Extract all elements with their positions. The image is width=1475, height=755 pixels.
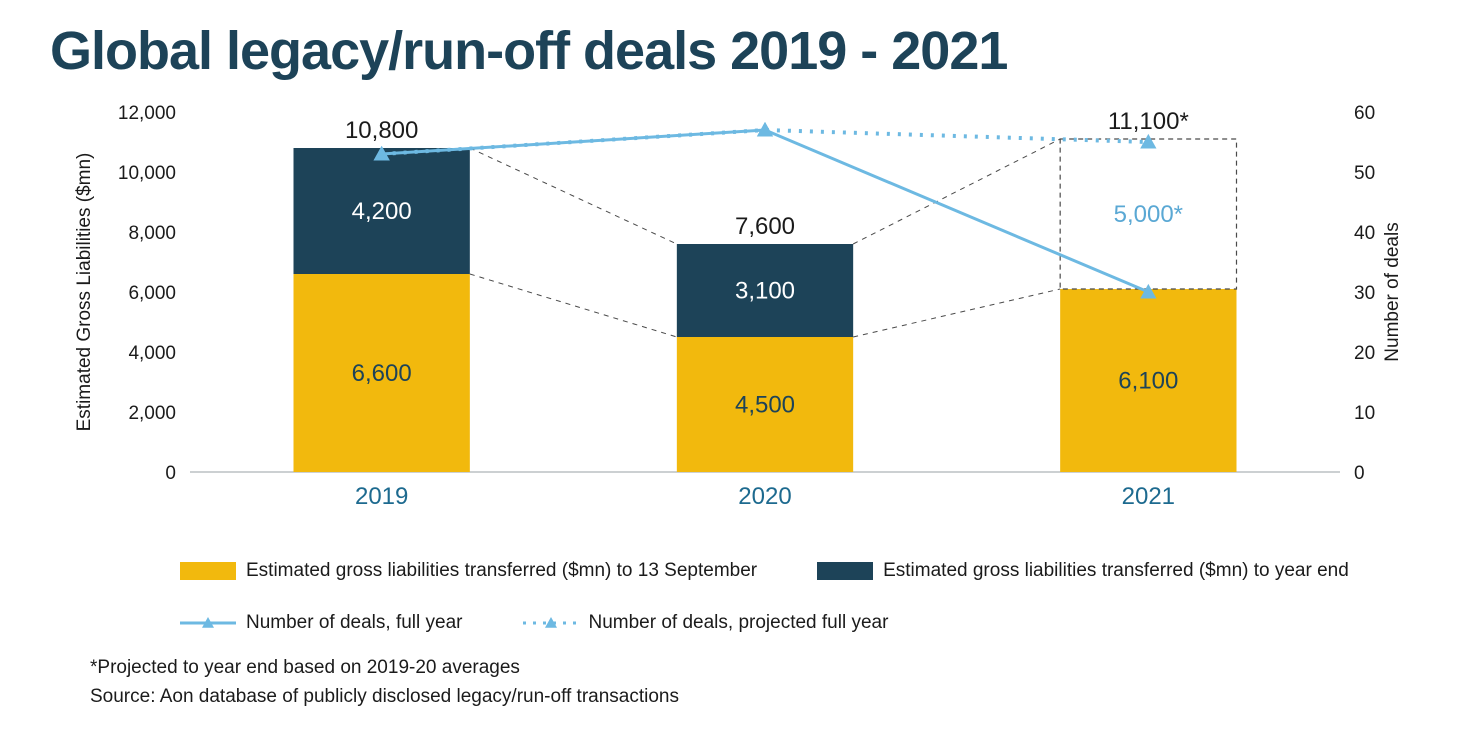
svg-text:2021: 2021 — [1122, 483, 1175, 510]
svg-text:10,800: 10,800 — [345, 117, 418, 144]
svg-text:10,000: 10,000 — [118, 163, 176, 184]
svg-text:2019: 2019 — [355, 483, 408, 510]
footnote-projection: *Projected to year end based on 2019-20 … — [90, 654, 1425, 683]
svg-text:6,100: 6,100 — [1118, 368, 1178, 395]
legend-swatch-d — [523, 616, 579, 630]
svg-text:6,600: 6,600 — [352, 360, 412, 387]
legend-label-c: Number of deals, full year — [246, 612, 463, 634]
legend-label-a: Estimated gross liabilities transferred … — [246, 560, 757, 582]
svg-text:6,000: 6,000 — [128, 283, 176, 304]
chart-region: 0 2,000 4,000 6,000 8,000 10,000 12,000 Estimat… — [60, 92, 1410, 552]
svg-text:30: 30 — [1354, 283, 1375, 304]
svg-text:5,000*: 5,000* — [1114, 201, 1183, 228]
svg-text:50: 50 — [1354, 163, 1375, 184]
footnotes: *Projected to year end based on 2019-20 … — [90, 654, 1425, 711]
svg-text:60: 60 — [1354, 103, 1375, 124]
svg-text:8,000: 8,000 — [128, 223, 176, 244]
legend-item-c: Number of deals, full year — [180, 612, 463, 634]
svg-text:0: 0 — [165, 463, 176, 484]
svg-text:40: 40 — [1354, 223, 1375, 244]
legend-item-a: Estimated gross liabilities transferred … — [180, 560, 757, 582]
svg-text:4,000: 4,000 — [128, 343, 176, 364]
legend-swatch-b — [817, 562, 873, 580]
svg-text:11,100*: 11,100* — [1108, 108, 1189, 135]
svg-text:7,600: 7,600 — [735, 213, 795, 240]
legend-swatch-a — [180, 562, 236, 580]
legend-item-d: Number of deals, projected full year — [523, 612, 889, 634]
legend-label-b: Estimated gross liabilities transferred … — [883, 560, 1349, 582]
chart-title: Global legacy/run-off deals 2019 - 2021 — [50, 20, 1425, 82]
footnote-source: Source: Aon database of publicly disclos… — [90, 683, 1425, 712]
svg-text:3,100: 3,100 — [735, 278, 795, 305]
svg-text:4,500: 4,500 — [735, 392, 795, 419]
svg-text:2,000: 2,000 — [128, 403, 176, 424]
svg-text:10: 10 — [1354, 403, 1375, 424]
chart-svg: 0 2,000 4,000 6,000 8,000 10,000 12,000 Estimat… — [60, 92, 1410, 552]
legend: Estimated gross liabilities transferred … — [180, 560, 1425, 634]
svg-text:12,000: 12,000 — [118, 103, 176, 124]
legend-label-d: Number of deals, projected full year — [589, 612, 889, 634]
legend-swatch-c — [180, 616, 236, 630]
svg-text:20: 20 — [1354, 343, 1375, 364]
svg-text:Estimated Gross Liabilities ($: Estimated Gross Liabilities ($mn) — [74, 153, 95, 432]
svg-text:0: 0 — [1354, 463, 1365, 484]
svg-text:2020: 2020 — [738, 483, 791, 510]
svg-text:4,200: 4,200 — [352, 198, 412, 225]
svg-text:Number of deals: Number of deals — [1382, 222, 1403, 361]
legend-item-b: Estimated gross liabilities transferred … — [817, 560, 1349, 582]
